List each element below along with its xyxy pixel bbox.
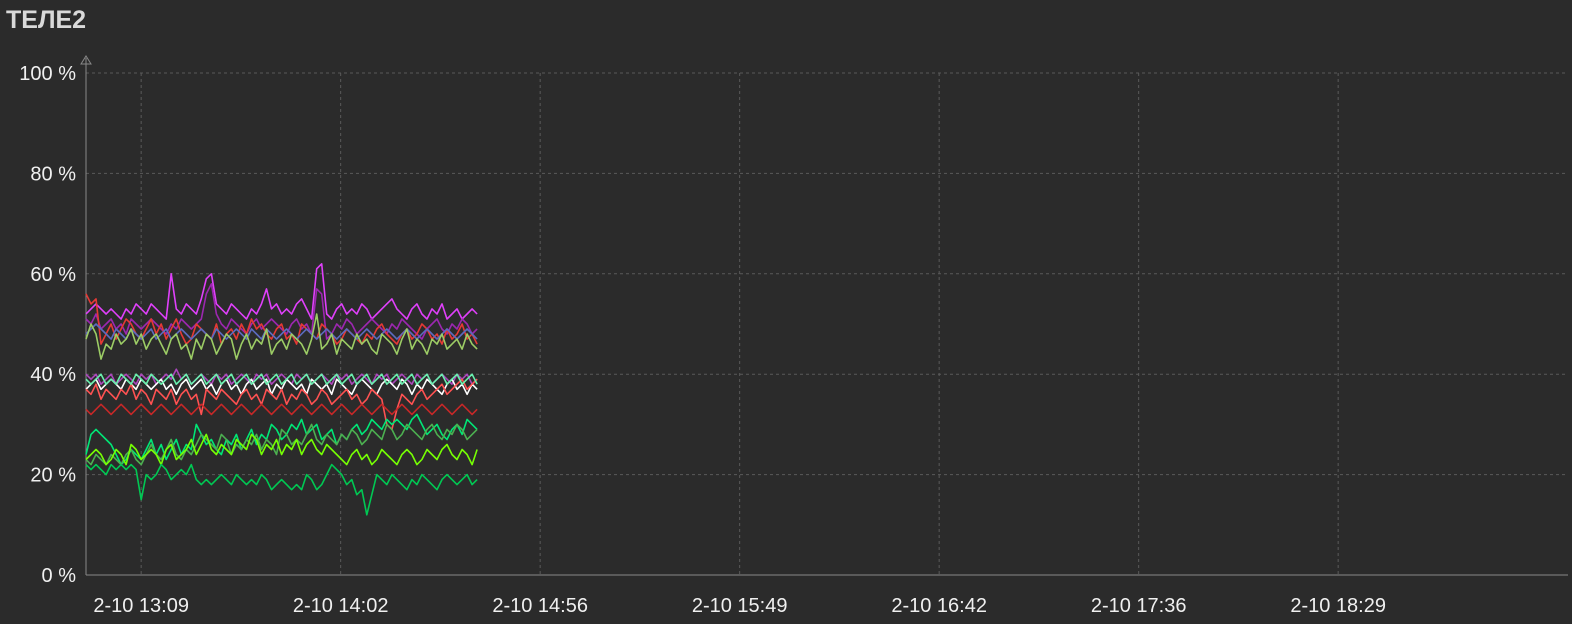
x-tick-label: 2-10 14:02	[293, 595, 389, 617]
series-lines	[85, 262, 478, 516]
axes	[80, 55, 1568, 576]
y-axis-arrow	[80, 55, 92, 65]
series-line-13	[85, 433, 478, 466]
x-tick-label: 2-10 13:09	[93, 595, 189, 617]
series-line-3	[85, 293, 478, 345]
x-tick-label: 2-10 18:29	[1290, 595, 1386, 617]
grid-lines	[86, 72, 1568, 575]
x-tick-label: 2-10 17:36	[1091, 595, 1187, 617]
series-line-4	[85, 323, 478, 340]
y-tick-label: 40 %	[30, 364, 76, 386]
series-line-9	[85, 403, 478, 416]
y-tick-label: 0 %	[42, 565, 77, 587]
chart-title: ТЕЛЕ2	[6, 6, 87, 34]
series-line-12	[85, 423, 478, 466]
series-line-1	[85, 262, 478, 320]
series-line-10	[85, 373, 478, 386]
y-tick-label: 80 %	[30, 163, 76, 185]
y-axis-ticks: 0 % 20 % 40 % 60 % 80 % 100 %	[19, 63, 76, 587]
series-line-11	[85, 413, 478, 466]
y-tick-label: 100 %	[19, 63, 76, 85]
series-line-5	[85, 313, 478, 360]
x-tick-label: 2-10 15:49	[692, 595, 788, 617]
series-line-14	[85, 463, 478, 516]
x-tick-label: 2-10 14:56	[492, 595, 588, 617]
x-tick-label: 2-10 16:42	[891, 595, 987, 617]
y-tick-label: 20 %	[30, 465, 76, 487]
y-tick-label: 60 %	[30, 264, 76, 286]
x-axis-ticks: 2-10 13:09 2-10 14:02 2-10 14:56 2-10 15:49…	[93, 595, 1386, 617]
series-line-8	[85, 378, 478, 431]
